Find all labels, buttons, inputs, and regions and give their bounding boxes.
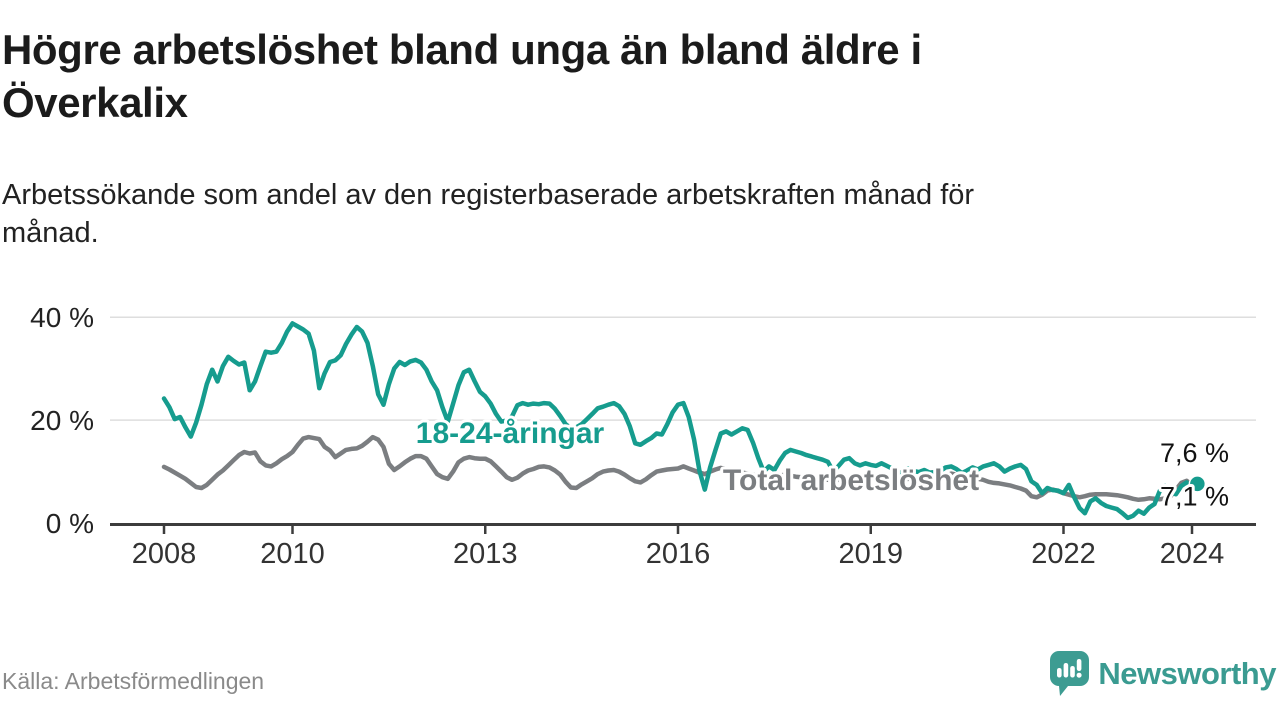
series-line-18-24-åringar: [161, 321, 1200, 521]
page-title: Högre arbetslöshet bland unga än bland ä…: [2, 24, 1162, 129]
end-value-label-total-arbetslöshet: 7,1 %: [1160, 481, 1229, 511]
x-tick-label-2008: 2008: [132, 538, 197, 570]
x-tick-label-2016: 2016: [646, 538, 711, 570]
logo-bubble-shape: [1050, 651, 1090, 696]
newsworthy-logo-icon: [1050, 651, 1090, 696]
series-label-18-24-åringar: 18-24-åringar: [416, 417, 605, 450]
logo-exclamation-dot: [1076, 672, 1082, 678]
y-tick-label-40: 40 %: [30, 302, 94, 333]
y-tick-label-0: 0 %: [46, 508, 94, 539]
x-tick-label-2022: 2022: [1031, 538, 1096, 570]
subtitle-line-2: månad.: [2, 217, 99, 250]
brand-name: Newsworthy: [1098, 656, 1276, 691]
x-tick-label-2010: 2010: [260, 538, 325, 570]
title-line-1: Högre arbetslöshet bland unga än bland ä…: [2, 26, 922, 73]
y-tick-label-20: 20 %: [30, 405, 94, 436]
series-line-total-arbetslöshet: [161, 434, 1200, 503]
series-label-total-arbetslöshet: Total arbetslöshet: [723, 464, 979, 497]
newsworthy-brand: Newsworthy: [1049, 650, 1276, 698]
source-note: Källa: Arbetsförmedlingen: [2, 668, 265, 694]
end-value-label-18-24-åringar: 7,6 %: [1160, 438, 1229, 468]
x-tick-label-2024: 2024: [1160, 538, 1225, 570]
logo-bar-2: [1063, 663, 1069, 678]
chart-subtitle: Arbetssökande som andel av den registerb…: [2, 176, 1202, 253]
x-tick-label-2013: 2013: [453, 538, 518, 570]
subtitle-line-1: Arbetssökande som andel av den registerb…: [2, 179, 975, 211]
series-end-dot-18-24-åringar: [1188, 475, 1207, 493]
logo-exclamation-bar: [1077, 659, 1082, 671]
title-line-2: Överkalix: [2, 78, 188, 126]
logo-bar-3: [1070, 666, 1076, 678]
logo-bar-1: [1057, 668, 1062, 678]
x-tick-label-2019: 2019: [838, 538, 903, 570]
